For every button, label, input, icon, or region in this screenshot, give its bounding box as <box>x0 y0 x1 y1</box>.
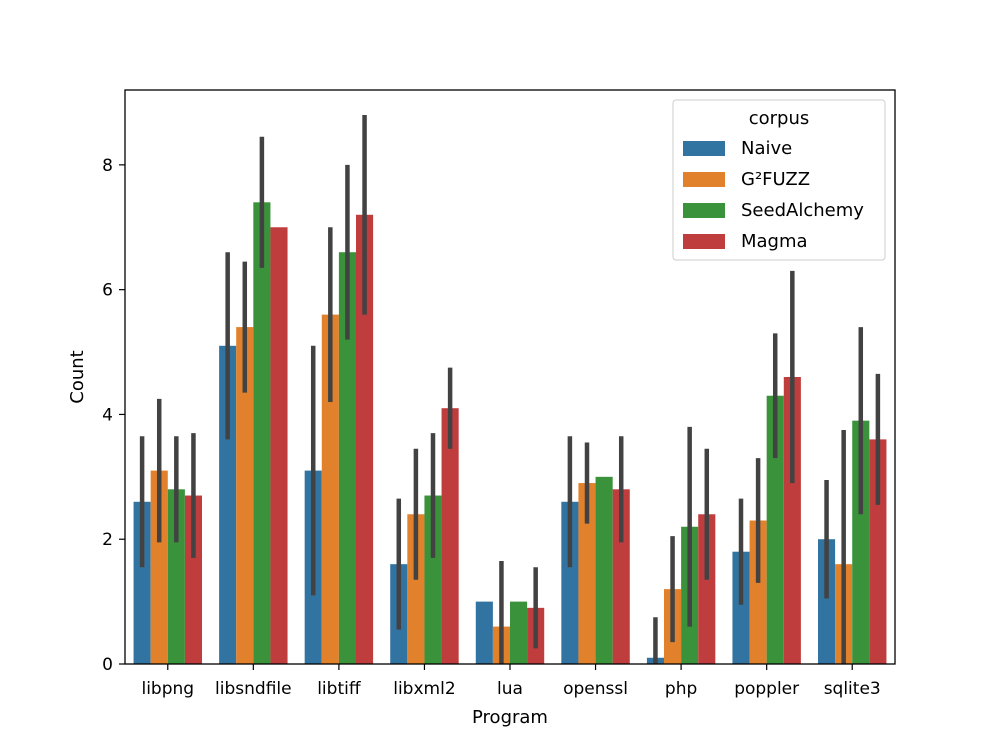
bar-sqlite3-SeedAlchemy <box>852 420 870 664</box>
x-tick-label-libpng: libpng <box>141 679 194 699</box>
bar-libpng-G²FUZZ <box>150 470 168 664</box>
legend-label-Magma: Magma <box>741 231 808 252</box>
y-tick-label: 8 <box>102 156 113 176</box>
legend: corpus Naive G²FUZZ SeedAlchemy Magma <box>672 99 886 261</box>
bar-libtiff-G²FUZZ <box>321 314 339 664</box>
y-axis: 0 2 4 6 8 <box>102 156 125 675</box>
y-tick-label: 6 <box>102 281 113 301</box>
bar-php-Magma <box>698 514 716 664</box>
legend-items: Naive G²FUZZ SeedAlchemy Magma <box>683 138 864 252</box>
y-axis-label: Count <box>67 350 88 403</box>
legend-swatch-SeedAlchemy <box>683 203 725 218</box>
legend-title: corpus <box>749 108 810 129</box>
x-tick-label-poppler: poppler <box>734 679 799 699</box>
bar-libpng-SeedAlchemy <box>167 489 185 664</box>
bar-libsndfile-Naive <box>219 345 237 664</box>
bar-libsndfile-G²FUZZ <box>236 327 254 664</box>
x-tick-label-lua: lua <box>497 679 523 699</box>
bar-libxml2-G²FUZZ <box>407 514 425 664</box>
x-axis: libpng libsndfile libtiff libxml2 lua openssl… <box>141 664 881 699</box>
y-tick-label: 4 <box>102 405 113 425</box>
bar-poppler-Naive <box>732 551 750 664</box>
bar-openssl-G²FUZZ <box>578 483 596 664</box>
legend-box <box>672 99 886 261</box>
bar-lua-SeedAlchemy <box>510 601 528 664</box>
bar-libsndfile-Magma <box>270 227 288 664</box>
bar-lua-Naive <box>475 601 493 664</box>
bar-sqlite3-Naive <box>818 539 836 664</box>
bars-layer <box>133 202 887 665</box>
bar-libpng-Naive <box>133 501 151 664</box>
legend-swatch-Naive <box>683 141 725 156</box>
bar-libtiff-SeedAlchemy <box>338 252 356 664</box>
bar-libsndfile-SeedAlchemy <box>253 202 271 665</box>
legend-swatch-Magma <box>683 234 725 249</box>
bar-openssl-Magma <box>612 489 630 664</box>
bar-openssl-SeedAlchemy <box>595 476 613 664</box>
bar-poppler-Magma <box>783 377 801 664</box>
legend-swatch-G²FUZZ <box>683 172 725 187</box>
y-tick-label: 0 <box>102 655 113 675</box>
legend-label-SeedAlchemy: SeedAlchemy <box>741 200 864 221</box>
x-tick-label-php: php <box>665 679 697 699</box>
bar-libxml2-SeedAlchemy <box>424 495 442 664</box>
x-tick-label-libtiff: libtiff <box>317 679 362 699</box>
x-axis-label: Program <box>472 707 548 728</box>
x-tick-label-sqlite3: sqlite3 <box>824 679 881 699</box>
x-tick-label-libxml2: libxml2 <box>393 679 455 699</box>
bar-openssl-Naive <box>561 501 579 664</box>
bar-libtiff-Magma <box>356 214 374 664</box>
bar-poppler-G²FUZZ <box>749 520 767 664</box>
legend-label-Naive: Naive <box>741 138 792 159</box>
x-tick-label-libsndfile: libsndfile <box>215 679 292 699</box>
error-bars-layer <box>139 114 881 664</box>
bar-libpng-Magma <box>184 495 202 664</box>
bar-sqlite3-Magma <box>869 439 887 664</box>
y-tick-label: 2 <box>102 530 113 550</box>
legend-label-G²FUZZ: G²FUZZ <box>741 169 810 190</box>
bar-poppler-SeedAlchemy <box>766 395 784 664</box>
x-tick-label-openssl: openssl <box>563 679 628 699</box>
bar-libxml2-Magma <box>441 408 459 664</box>
